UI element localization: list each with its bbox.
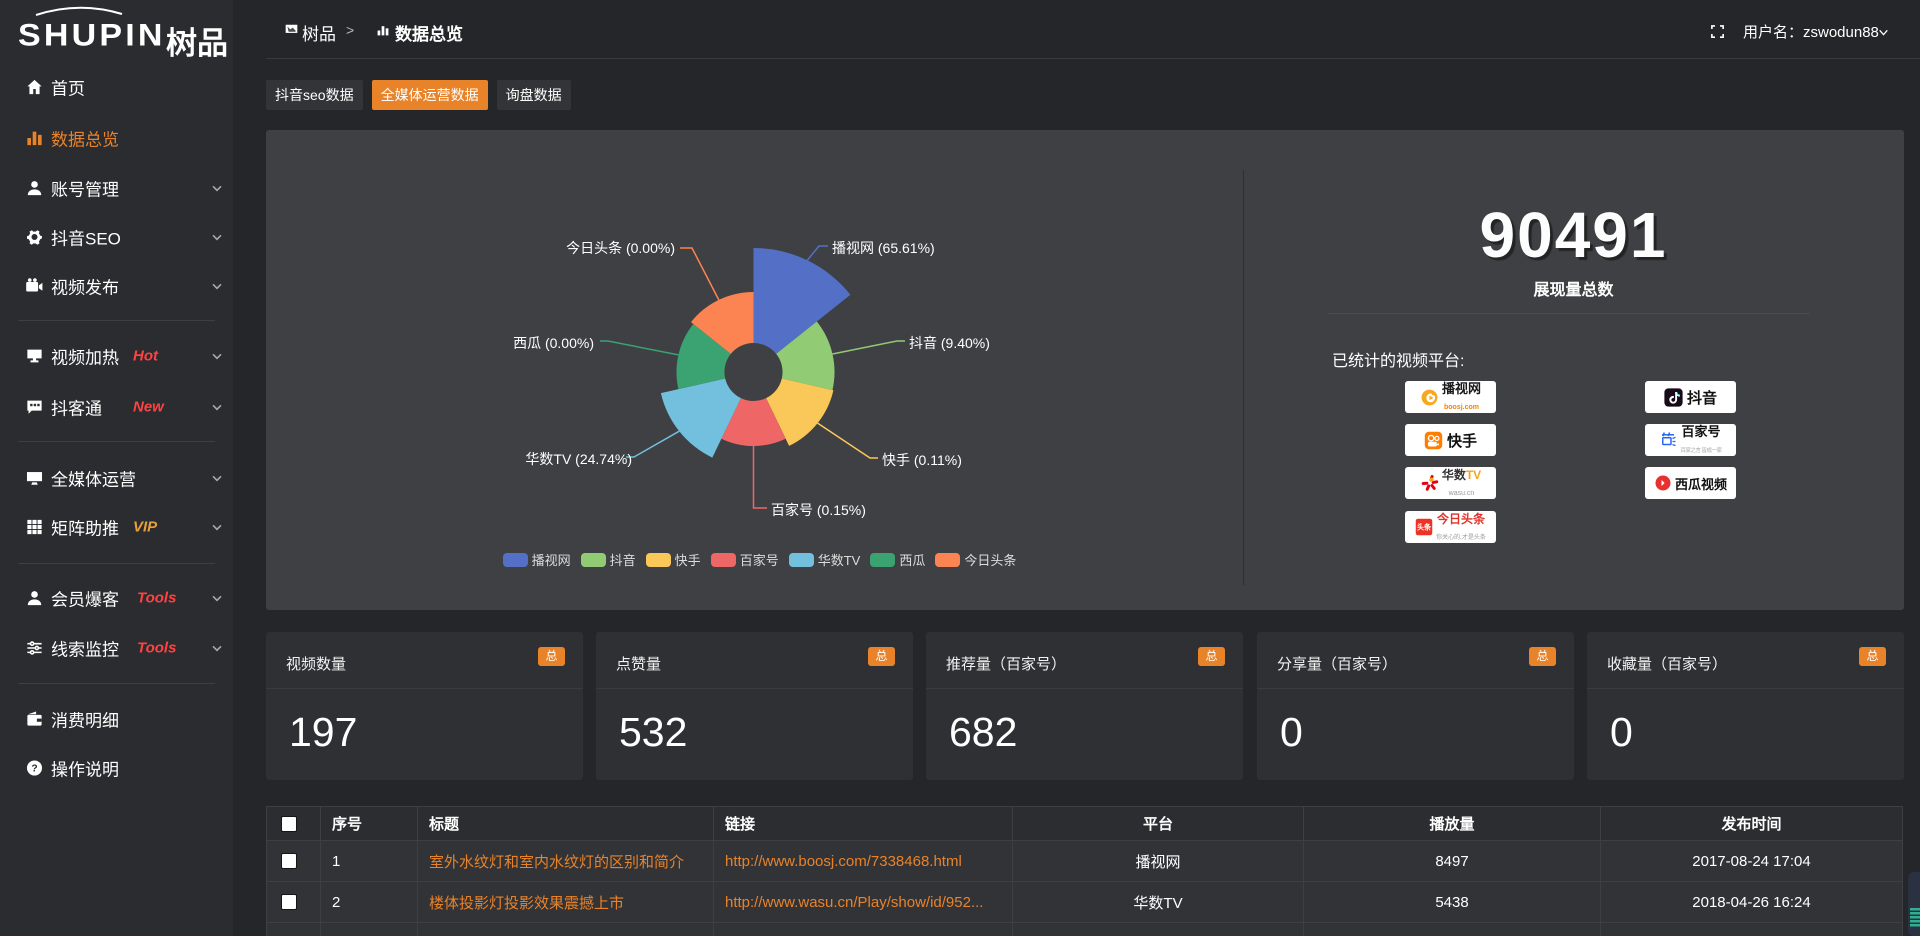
svg-text:?: ? bbox=[31, 764, 37, 775]
svg-text:头条: 头条 bbox=[1417, 523, 1432, 532]
